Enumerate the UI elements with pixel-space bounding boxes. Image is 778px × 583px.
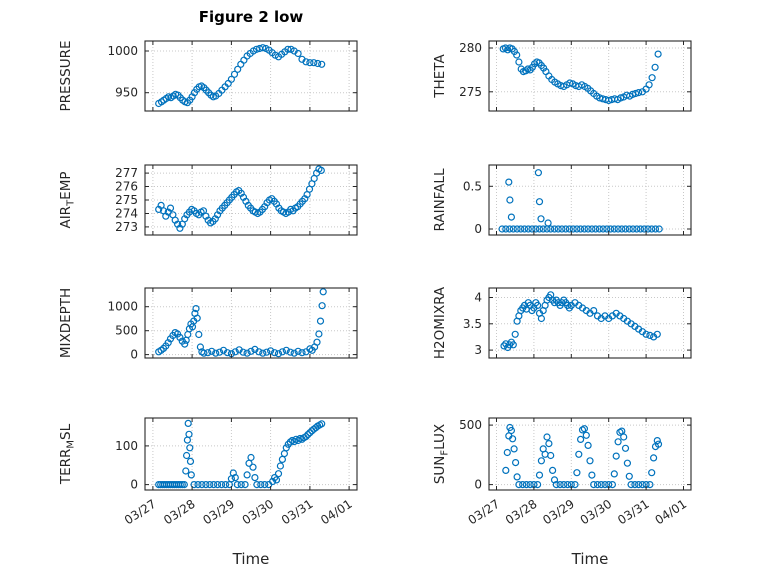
y-tick-labels: 275 280 — [459, 41, 482, 99]
ylabel-text: MIXDEPTH — [58, 287, 74, 359]
svg-text:0: 0 — [130, 478, 138, 492]
svg-text:274: 274 — [115, 207, 138, 221]
axes-box — [488, 164, 692, 236]
svg-text:03/30: 03/30 — [578, 497, 615, 528]
subplot-pressure: PRESSURE 950 1000 — [58, 35, 367, 119]
data-points — [155, 419, 326, 489]
svg-text:0: 0 — [130, 348, 138, 362]
subplot-air-temp: AIRTEMP 273 274 275 276 277 — [58, 159, 367, 243]
svg-text:04/01: 04/01 — [318, 497, 355, 528]
data-points — [500, 291, 661, 352]
ylabel-subscript: T — [65, 199, 77, 206]
grid-lines — [145, 288, 357, 358]
svg-text:03/31: 03/31 — [279, 497, 316, 528]
data-points — [502, 423, 663, 489]
svg-text:100: 100 — [115, 439, 138, 453]
axes-box — [144, 40, 358, 112]
y-tick-labels: 0 100 — [115, 439, 138, 492]
svg-text:0: 0 — [474, 222, 482, 236]
svg-text:03/28: 03/28 — [161, 497, 198, 528]
subplot-sun-flux: SUNFLUX 0 500 03/27 03/28 03/29 03/30 03/31 04/… — [431, 412, 701, 570]
subplot-rainfall: RAINFALL 0 0.5 — [431, 159, 701, 243]
axes-box — [144, 287, 358, 359]
grid-lines — [489, 41, 691, 111]
svg-text:3.5: 3.5 — [463, 317, 482, 331]
x-axis-label-left: Time — [232, 550, 270, 568]
axes-box — [488, 287, 692, 359]
subplot-terr-msl: TERRMSL 0 100 03/27 03/28 03/29 03/30 03/31 04/… — [58, 412, 367, 570]
svg-text:3: 3 — [474, 343, 482, 357]
svg-text:275: 275 — [115, 193, 138, 207]
svg-text:276: 276 — [115, 180, 138, 194]
svg-text:950: 950 — [115, 86, 138, 100]
axes-box — [144, 164, 358, 236]
data-points — [498, 169, 663, 233]
svg-text:03/30: 03/30 — [240, 497, 277, 528]
grid-lines — [145, 165, 357, 235]
plot-area-h2omixra: 33.54 — [463, 287, 692, 359]
subplot-h2omixra: H2OMIXRA 3 3.5 4 — [431, 282, 701, 366]
y-tick-labels: 00.5 — [463, 179, 482, 236]
svg-text:280: 280 — [459, 41, 482, 55]
data-points — [499, 44, 662, 105]
data-points — [155, 165, 325, 232]
subplot-theta: THETA 275 280 — [431, 35, 701, 119]
data-points — [155, 288, 327, 358]
svg-text:275: 275 — [459, 85, 482, 99]
x-tick-labels: 03/27 03/28 03/29 03/30 03/31 04/01 — [465, 497, 689, 528]
svg-text:1000: 1000 — [107, 44, 138, 58]
plot-area-pressure: 950 1000 — [107, 40, 358, 112]
svg-text:03/31: 03/31 — [615, 497, 652, 528]
ylabel-text-post: EMP — [58, 171, 74, 200]
svg-text:03/27: 03/27 — [465, 497, 502, 528]
axes-box — [144, 417, 358, 491]
svg-text:4: 4 — [474, 291, 482, 305]
plot-area-theta: 275 280 — [459, 40, 692, 112]
figure-title: Figure 2 low — [198, 8, 304, 26]
axes-box — [488, 417, 692, 491]
svg-text:1000: 1000 — [107, 300, 138, 314]
ylabel-text-post: SL — [58, 423, 74, 440]
grid-lines — [489, 165, 691, 235]
svg-text:03/29: 03/29 — [200, 497, 237, 528]
svg-text:04/01: 04/01 — [652, 497, 689, 528]
grid-lines — [489, 418, 691, 490]
plot-area-sun-flux: 0 500 03/27 03/28 03/29 03/30 03/31 04/01 — [459, 417, 692, 528]
svg-text:500: 500 — [115, 324, 138, 338]
plot-area-rainfall: 00.5 — [463, 164, 692, 236]
x-axis-label-right: Time — [571, 550, 609, 568]
svg-text:277: 277 — [115, 166, 138, 180]
svg-text:03/29: 03/29 — [540, 497, 577, 528]
ylabel-subscript: M — [65, 439, 77, 449]
y-tick-labels: 0 500 — [459, 418, 482, 492]
grid-lines — [489, 288, 691, 358]
y-tick-labels: 33.54 — [463, 291, 482, 358]
svg-text:03/28: 03/28 — [503, 497, 540, 528]
data-points — [155, 44, 326, 108]
svg-text:500: 500 — [459, 418, 482, 432]
svg-text:0.5: 0.5 — [463, 179, 482, 193]
ylabel-text: TERR — [58, 448, 74, 485]
x-tick-labels: 03/27 03/28 03/29 03/30 03/31 04/01 — [122, 497, 355, 528]
plot-area-terr-msl: 0 100 03/27 03/28 03/29 03/30 03/31 04/01 — [115, 417, 358, 528]
svg-text:03/27: 03/27 — [122, 497, 159, 528]
y-axis-label-terr-msl: TERRMSL — [56, 354, 77, 554]
svg-text:273: 273 — [115, 220, 138, 234]
plot-area-mixdepth: 0 500 1000 — [107, 287, 358, 362]
y-tick-labels: 0 500 1000 — [107, 300, 138, 362]
subplot-mixdepth: MIXDEPTH 0 500 1000 — [58, 282, 367, 366]
svg-text:0: 0 — [474, 478, 482, 492]
y-tick-labels: 950 1000 — [107, 44, 138, 100]
axes-box — [488, 40, 692, 112]
